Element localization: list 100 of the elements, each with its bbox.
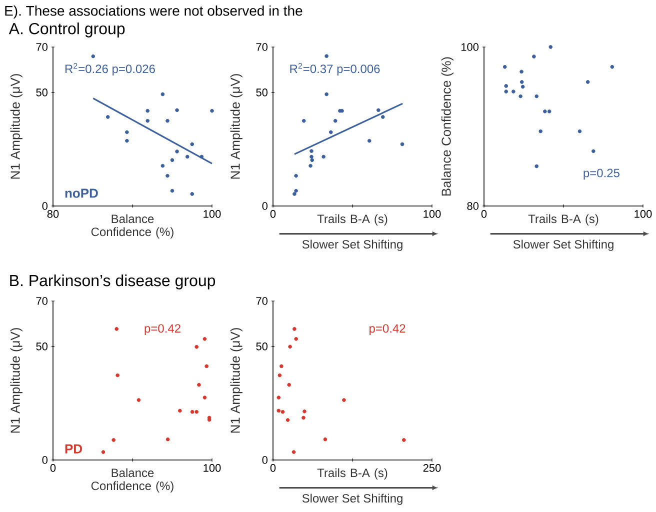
point — [502, 64, 507, 69]
point — [287, 382, 291, 387]
point — [547, 109, 552, 114]
point — [136, 398, 141, 402]
point — [520, 80, 524, 84]
point — [190, 192, 194, 196]
point — [288, 344, 292, 349]
point — [202, 337, 207, 341]
point — [520, 70, 524, 74]
point — [194, 410, 198, 414]
x-axis-title: Trails B-A (s) — [317, 468, 388, 480]
point — [342, 398, 346, 402]
point — [302, 118, 306, 123]
point — [324, 92, 328, 96]
point — [166, 437, 170, 442]
point — [276, 396, 281, 400]
point — [190, 410, 194, 414]
annotation: PD — [65, 444, 82, 454]
point — [310, 149, 314, 153]
x-axis-title: Balance Confidence (%) — [91, 468, 174, 492]
annotation: p=0.42 — [144, 324, 180, 336]
point — [380, 115, 385, 119]
annotation: R$^{2}$=0.37 p=0.006 — [290, 63, 380, 76]
point — [504, 90, 508, 94]
x-tick-label: 0 — [270, 464, 276, 472]
y-tick-label: 70 — [36, 43, 48, 51]
point — [328, 130, 333, 134]
x-tick-label: 250 — [423, 464, 441, 472]
point — [166, 174, 170, 178]
point — [278, 373, 282, 378]
point — [194, 344, 198, 349]
point — [504, 84, 508, 88]
annotation: noPD — [65, 188, 98, 198]
point — [166, 118, 170, 123]
y-axis-title: Balance Confidence (%) — [441, 57, 454, 196]
point — [160, 164, 165, 168]
x-axis-title: Trails B-A (s) — [528, 214, 598, 226]
point — [280, 410, 285, 414]
point — [610, 64, 614, 69]
x-tick-label: 100 — [634, 210, 652, 218]
point — [548, 45, 553, 49]
point — [146, 118, 150, 123]
point — [324, 54, 328, 58]
annotation: R$^{2}$=0.26 p=0.026 — [65, 63, 155, 76]
point — [210, 108, 214, 113]
point — [125, 130, 129, 134]
point — [586, 80, 590, 84]
point — [532, 54, 536, 58]
point — [200, 154, 204, 159]
y-tick-label: 50 — [256, 342, 268, 350]
point — [294, 188, 298, 193]
point — [367, 138, 372, 143]
text: E). These associations were not observed in the — [5, 5, 302, 19]
x-tick-label: 0 — [481, 210, 487, 218]
y-tick-label: 70 — [256, 297, 268, 305]
point — [175, 108, 179, 112]
point — [578, 129, 582, 134]
point — [292, 192, 296, 196]
y-tick-label: 50 — [36, 342, 48, 350]
y-tick-label: 50 — [36, 88, 48, 96]
text: Slower Set Shifting — [513, 240, 614, 251]
x-tick-label: 100 — [204, 464, 221, 472]
point — [310, 154, 314, 159]
point — [538, 129, 543, 134]
point — [534, 164, 539, 168]
point — [202, 396, 207, 400]
point — [310, 158, 314, 162]
point — [178, 408, 182, 413]
point — [170, 158, 174, 162]
point — [292, 450, 296, 454]
point — [170, 188, 174, 193]
point — [175, 150, 179, 154]
annotation: p=0.25 — [584, 168, 620, 180]
point — [512, 90, 516, 94]
point — [116, 373, 120, 378]
point — [323, 437, 328, 442]
point — [276, 408, 281, 413]
chart-title: A. Control group — [8, 22, 125, 38]
x-tick-label: 0 — [50, 464, 56, 472]
point — [333, 118, 338, 123]
point — [204, 364, 208, 368]
y-tick-label: 0 — [262, 456, 268, 464]
y-tick-label: 0 — [42, 456, 48, 464]
point — [125, 138, 129, 143]
point — [400, 142, 404, 146]
x-axis-title: Balance Confidence (%) — [91, 214, 174, 238]
point — [294, 337, 298, 341]
point — [190, 142, 194, 146]
y-axis-title: N1 Amplitude (μV) — [230, 74, 242, 179]
x-tick-label: 0 — [270, 210, 276, 218]
point — [101, 450, 106, 454]
y-axis-title: N1 Amplitude (μV) — [10, 74, 22, 179]
point — [146, 108, 150, 113]
point — [286, 418, 290, 422]
y-tick-label: 50 — [256, 88, 268, 96]
point — [591, 149, 596, 154]
point — [376, 108, 380, 112]
point — [91, 54, 96, 58]
point — [518, 94, 522, 98]
point — [197, 382, 201, 387]
